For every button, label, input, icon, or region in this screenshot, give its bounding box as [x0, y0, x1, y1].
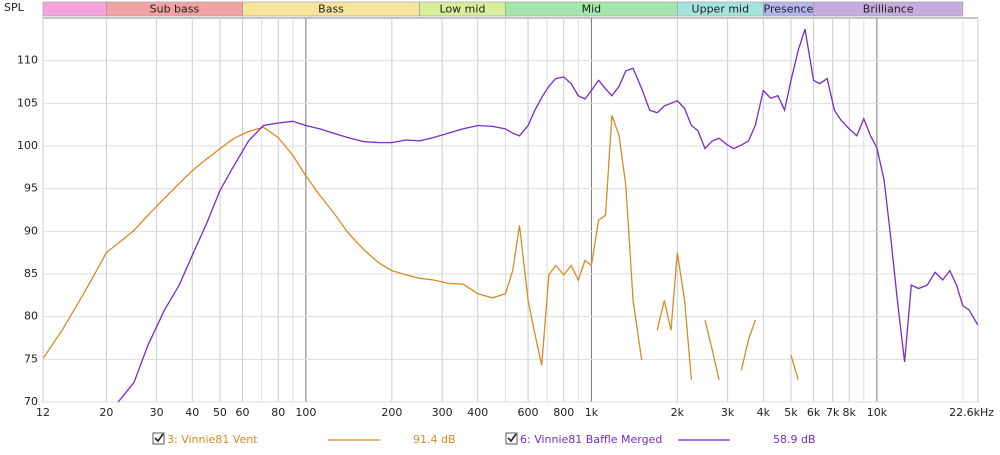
band-label: Sub bass: [150, 3, 200, 16]
band-label: Bass: [318, 3, 344, 16]
x-tick-label: 1k: [585, 406, 599, 419]
band-label: Presence: [764, 3, 814, 16]
checkbox[interactable]: [152, 432, 165, 445]
checkbox[interactable]: [505, 432, 518, 445]
checkmark: [154, 433, 164, 443]
series-line: [117, 28, 978, 402]
x-tick-label: 8k: [843, 406, 857, 419]
y-tick-label: 110: [17, 54, 38, 67]
y-tick-label: 105: [17, 96, 38, 109]
band-label: Brilliance: [863, 3, 914, 16]
x-tick-label: 2k: [671, 406, 685, 419]
band-label: Upper mid: [692, 3, 750, 16]
x-tick-label: 7k: [826, 406, 840, 419]
x-tick-label: 30: [150, 406, 164, 419]
legend-level: 58.9 dB: [773, 433, 816, 446]
legend-level: 91.4 dB: [413, 433, 456, 446]
legend: [152, 432, 518, 445]
x-tick-label: 12: [36, 406, 50, 419]
legend-label: 3: Vinnie81 Vent: [167, 433, 258, 446]
checkmark: [507, 433, 517, 443]
y-axis-label: SPL: [4, 1, 25, 14]
y-tick-label: 80: [24, 310, 38, 323]
y-tick-label: 95: [24, 182, 38, 195]
band-label: Mid: [582, 3, 602, 16]
y-tick-label: 85: [24, 267, 38, 280]
x-tick-label: 60: [236, 406, 250, 419]
y-tick-label: 100: [17, 139, 38, 152]
band-label: Low mid: [440, 3, 486, 16]
y-tick-label: 90: [24, 224, 38, 237]
x-tick-label: 40: [185, 406, 199, 419]
x-tick-label: 22.6kHz: [949, 406, 994, 419]
legend-label: 6: Vinnie81 Baffle Merged: [520, 433, 662, 446]
y-tick-label: 70: [24, 395, 38, 408]
x-tick-label: 4k: [757, 406, 771, 419]
x-tick-label: 3k: [721, 406, 735, 419]
band: [813, 1, 964, 17]
x-tick-label: 10k: [867, 406, 888, 419]
y-tick-label: 75: [24, 352, 38, 365]
series-line: [43, 115, 799, 380]
x-tick-label: 100: [295, 406, 316, 419]
plot-frame: [42, 17, 979, 403]
x-tick-label: 300: [432, 406, 453, 419]
x-tick-label: 20: [99, 406, 113, 419]
band: [42, 1, 107, 17]
x-tick-label: 5k: [784, 406, 798, 419]
x-tick-label: 800: [553, 406, 574, 419]
x-tick-label: 200: [381, 406, 402, 419]
x-tick-label: 50: [213, 406, 227, 419]
x-tick-label: 600: [518, 406, 539, 419]
x-tick-label: 6k: [807, 406, 821, 419]
x-tick-label: 400: [467, 406, 488, 419]
x-tick-label: 80: [271, 406, 285, 419]
